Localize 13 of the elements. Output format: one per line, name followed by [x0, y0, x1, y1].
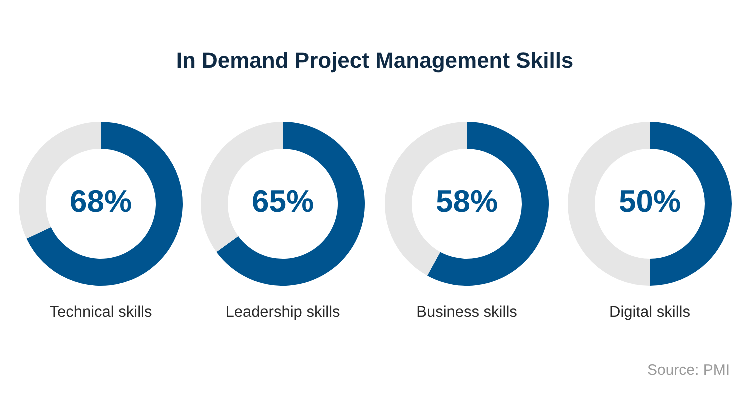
- text: 68%: [68, 184, 134, 220]
- text: 65%: [250, 184, 316, 220]
- slice-label: Technical skills: [48, 304, 154, 322]
- source-note: Source: PMI: [647, 362, 730, 379]
- donut-slice: [216, 122, 365, 286]
- donut-slice: [26, 122, 183, 286]
- slice-label: Digital skills: [608, 304, 692, 322]
- donut-slice: [427, 122, 549, 286]
- slice-label: Leadership skills: [224, 304, 342, 322]
- text: 50%: [618, 184, 682, 220]
- slice-label: Business skills: [416, 304, 518, 322]
- text: In Demand Project Management Skills: [175, 48, 575, 74]
- text: 58%: [434, 184, 500, 220]
